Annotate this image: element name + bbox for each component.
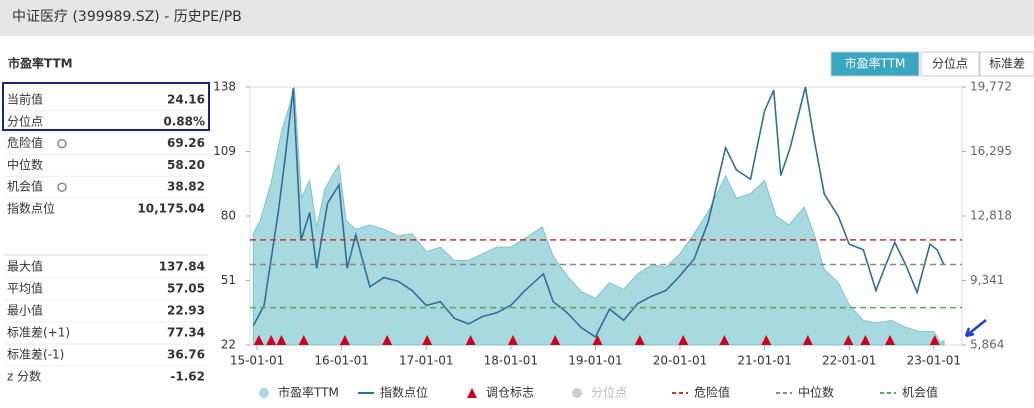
tab[interactable] [920, 51, 980, 77]
stat-name: 最大值 [7, 259, 43, 274]
tab[interactable] [979, 51, 1034, 77]
y2-tick-label: 5,864 [970, 338, 1004, 352]
stat-name: 标准差(+1) [7, 326, 70, 340]
stat-value: 36.76 [167, 348, 205, 362]
stat-name: 分位点 [7, 113, 43, 128]
stat-value: 10,175.04 [137, 202, 205, 216]
stat-name: 标准差(-1) [7, 348, 64, 362]
x-tick-label: 22-01-01 [822, 354, 876, 368]
stat-name: 中位数 [7, 157, 43, 172]
stat-name: 指数点位 [7, 201, 55, 216]
tab[interactable] [830, 51, 920, 77]
x-tick-label: 15-01-01 [230, 354, 284, 368]
rebalance-marker [929, 335, 940, 345]
tab-label[interactable]: 标准差 [989, 57, 1025, 71]
stat-name: 危险值 [7, 135, 43, 150]
legend-label[interactable]: 调仓标志 [486, 386, 534, 400]
rebalance-marker [860, 335, 871, 345]
legend-label[interactable]: 中位数 [798, 385, 834, 400]
x-tick-label: 20-01-01 [653, 354, 707, 368]
rebalance-marker [761, 335, 772, 345]
stat-value: -1.62 [170, 370, 205, 384]
tab-label[interactable]: 市盈率TTM [845, 56, 906, 71]
header-title: 中证医疗 (399989.SZ) - 历史PE/PB [12, 9, 242, 25]
y-tick-label: 51 [221, 273, 236, 287]
legend-label[interactable]: 危险值 [694, 385, 730, 400]
rebalance-marker [253, 335, 264, 345]
x-tick-label: 21-01-01 [737, 354, 791, 368]
stat-name: 机会值 [7, 179, 43, 194]
rebalance-marker [507, 335, 518, 345]
tab-label[interactable]: 分位点 [932, 56, 968, 71]
legend-icon [467, 388, 477, 398]
stat-value: 69.26 [167, 136, 205, 150]
legend-label[interactable]: 机会值 [902, 385, 938, 400]
legend-label[interactable]: 市盈率TTM [278, 385, 339, 400]
stat-value: 38.82 [167, 180, 205, 194]
x-tick-label: 23-01-01 [907, 354, 961, 368]
stat-value: 0.88% [163, 114, 205, 128]
highlight-box [2, 82, 210, 131]
y2-tick-label: 19,772 [970, 80, 1012, 94]
y2-tick-label: 16,295 [970, 144, 1012, 158]
rebalance-marker [678, 335, 689, 345]
pe-area [252, 87, 945, 346]
gear-icon [57, 182, 67, 192]
rebalance-marker [885, 335, 896, 345]
x-tick-label: 17-01-01 [399, 354, 453, 368]
legend-label[interactable]: 分位点 [591, 385, 627, 400]
y-tick-label: 80 [221, 209, 236, 223]
arrow [964, 319, 987, 338]
stat-value: 58.20 [167, 158, 205, 172]
rebalance-marker [634, 335, 645, 345]
stat-value: 77.34 [167, 326, 205, 340]
header-bar [0, 0, 1034, 36]
y2-tick-label: 9,341 [970, 273, 1004, 287]
rebalance-marker [266, 335, 277, 345]
x-tick-label: 16-01-01 [314, 354, 368, 368]
legend-label[interactable]: 指数点位 [380, 385, 428, 400]
rebalance-marker [298, 335, 309, 345]
stat-value: 24.16 [167, 93, 205, 107]
stats-title: 市盈率TTM [8, 56, 73, 71]
x-tick-label: 18-01-01 [484, 354, 538, 368]
rebalance-marker [550, 335, 561, 345]
stat-name: z 分数 [7, 369, 41, 384]
index-line [252, 86, 945, 339]
rebalance-marker [802, 335, 813, 345]
rebalance-marker [339, 335, 350, 345]
rebalance-marker [843, 335, 854, 345]
y-tick-label: 22 [221, 338, 236, 352]
x-tick-label: 19-01-01 [568, 354, 622, 368]
rebalance-marker [276, 335, 287, 345]
rebalance-marker [422, 335, 433, 345]
stat-value: 22.93 [167, 304, 205, 318]
legend-icon [572, 388, 582, 398]
stat-value: 137.84 [159, 260, 205, 274]
rebalance-marker [592, 335, 603, 345]
y2-tick-label: 12,818 [970, 209, 1012, 223]
stat-value: 57.05 [167, 282, 205, 296]
y-tick-label: 138 [213, 80, 236, 94]
rebalance-marker [719, 335, 730, 345]
legend-icon [259, 388, 269, 398]
gear-icon [57, 138, 67, 149]
y-tick-label: 109 [213, 144, 236, 158]
rebalance-marker [465, 335, 476, 345]
stat-name: 当前值 [7, 92, 43, 107]
stat-name: 最小值 [7, 303, 43, 318]
stat-name: 平均值 [7, 281, 43, 296]
rebalance-marker [382, 335, 393, 345]
